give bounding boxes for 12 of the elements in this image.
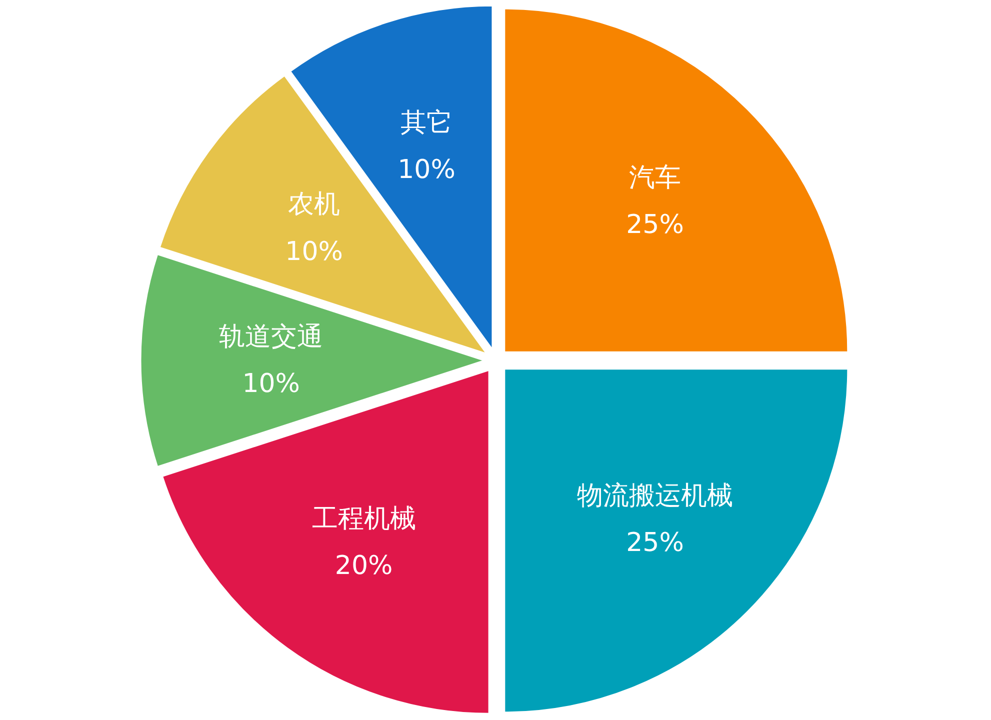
slice-label: 工程机械 [312,504,416,534]
slice-label: 汽车 [629,162,682,193]
slice-label: 农机 [288,190,340,220]
slice-label: 其它 [400,108,452,138]
data-label: 10% [285,236,343,267]
data-label: 10% [242,369,300,400]
slice-label: 物流搬运机械 [577,480,734,511]
data-label: 25% [626,210,684,240]
data-label: 20% [334,551,393,582]
slice-label: 轨道交通 [219,322,324,352]
data-label: 25% [626,528,684,558]
data-label: 10% [398,155,456,186]
